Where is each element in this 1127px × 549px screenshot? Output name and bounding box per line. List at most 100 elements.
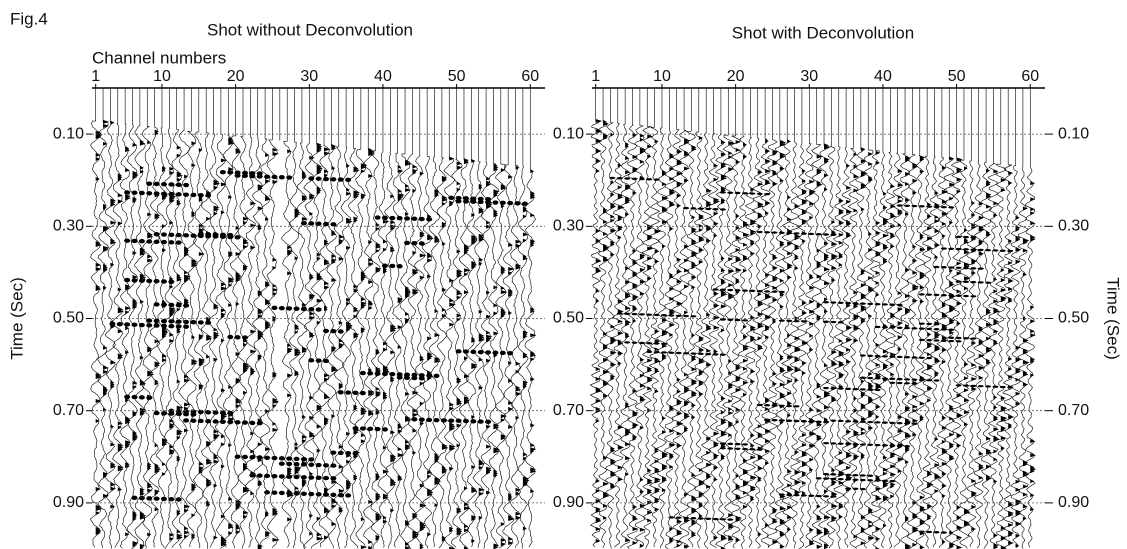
reflection xyxy=(933,339,940,342)
reflection xyxy=(697,207,704,210)
trace-fill xyxy=(147,140,155,537)
reflection xyxy=(638,341,645,345)
reflection xyxy=(242,173,248,179)
reflection xyxy=(455,195,462,201)
reflection xyxy=(234,454,241,459)
y-tick-label: 0.30 xyxy=(1058,218,1089,235)
reflection xyxy=(183,182,190,188)
reflection xyxy=(624,177,631,180)
reflection xyxy=(955,235,962,239)
reflection xyxy=(219,232,226,238)
reflection xyxy=(823,495,830,498)
reflection xyxy=(955,384,962,387)
trace-fill xyxy=(390,194,397,513)
x-tick-label: 20 xyxy=(227,68,245,85)
reflection xyxy=(300,475,307,480)
reflection xyxy=(675,516,682,519)
reflection xyxy=(837,419,844,423)
reflection xyxy=(308,491,315,497)
trace xyxy=(436,157,448,549)
reflection xyxy=(278,175,285,180)
reflection xyxy=(904,444,911,448)
reflection xyxy=(911,382,918,385)
reflection xyxy=(896,355,903,359)
reflection xyxy=(859,388,866,391)
reflection xyxy=(153,279,160,284)
reflection xyxy=(926,339,933,342)
trace xyxy=(391,152,404,548)
reflection xyxy=(337,177,344,182)
reflection xyxy=(160,323,167,329)
reflection xyxy=(227,232,234,238)
reflection xyxy=(756,289,763,293)
reflection xyxy=(175,240,182,245)
reflection xyxy=(837,321,844,324)
x-tick-label: 30 xyxy=(800,68,818,85)
trace xyxy=(413,155,426,548)
trace xyxy=(185,130,197,548)
reflection xyxy=(999,385,1006,389)
reflection xyxy=(300,306,307,312)
reflection xyxy=(830,320,837,324)
trace xyxy=(104,122,116,549)
trace xyxy=(899,153,911,548)
reflection xyxy=(411,375,418,381)
reflection xyxy=(219,419,226,424)
reflection xyxy=(970,384,977,388)
reflection xyxy=(742,319,748,322)
reflection xyxy=(205,419,212,424)
reflection xyxy=(977,281,984,284)
y-tick-label: 0.90 xyxy=(553,494,584,511)
reflection xyxy=(352,426,359,431)
trace-fill xyxy=(765,139,772,528)
trace xyxy=(303,143,315,548)
reflection xyxy=(315,492,322,497)
reflection xyxy=(242,420,248,425)
reflection xyxy=(330,177,337,182)
reflection xyxy=(315,462,322,468)
reflection xyxy=(345,451,352,456)
reflection xyxy=(212,410,219,415)
reflection xyxy=(830,495,837,498)
trace-fill xyxy=(456,161,463,536)
reflection xyxy=(734,442,741,446)
trace-fill xyxy=(971,201,978,532)
trace-fill xyxy=(698,136,706,519)
y-tick-label: 0.50 xyxy=(553,310,584,327)
reflection xyxy=(212,419,219,424)
reflection xyxy=(227,410,234,416)
y-tick-label: 0.10 xyxy=(1058,125,1089,142)
reflection xyxy=(389,371,396,377)
trace xyxy=(524,166,536,548)
reflection xyxy=(668,351,675,354)
reflection xyxy=(940,531,947,534)
reflection xyxy=(300,220,307,226)
reflection xyxy=(749,192,756,195)
reflection xyxy=(337,329,344,334)
y-tick-label: 0.90 xyxy=(53,494,84,511)
y-tick-label: 0.70 xyxy=(553,402,584,419)
trace xyxy=(619,123,631,549)
reflection xyxy=(359,370,366,376)
reflection xyxy=(948,339,955,343)
reflection xyxy=(624,341,631,344)
reflection xyxy=(131,238,138,244)
reflection xyxy=(933,265,940,269)
reflection xyxy=(970,248,977,251)
reflection xyxy=(756,192,763,196)
reflection xyxy=(477,419,484,424)
reflection xyxy=(521,201,528,206)
reflection xyxy=(926,327,933,331)
reflection xyxy=(830,419,837,422)
reflection xyxy=(889,303,896,306)
reflection xyxy=(168,319,175,324)
reflection xyxy=(896,421,903,425)
y-tick-label: 0.50 xyxy=(1058,310,1089,327)
trace-fill xyxy=(191,141,198,540)
y-tick-label: 0.70 xyxy=(1058,402,1089,419)
trace-fill xyxy=(897,169,905,474)
reflection xyxy=(646,313,653,316)
reflection xyxy=(830,301,837,304)
reflection xyxy=(955,266,962,270)
reflection xyxy=(175,232,182,238)
